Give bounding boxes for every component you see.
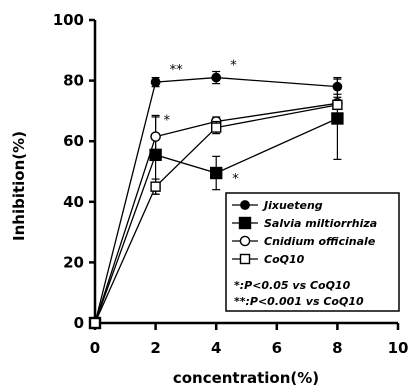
x-tick-label: 2 <box>150 339 160 357</box>
legend-label: Jixueteng <box>262 199 323 212</box>
series-coq10 <box>89 99 343 329</box>
significance-mark: * <box>230 59 237 74</box>
y-tick-label: 0 <box>74 314 84 332</box>
data-point <box>331 112 344 125</box>
significance-mark: * <box>232 172 239 187</box>
x-tick-label: 0 <box>90 339 100 357</box>
significance-note-2: **:P<0.001 vs CoQ10 <box>234 295 364 308</box>
legend-marker <box>240 200 250 210</box>
series-layer: ** *** <box>88 59 344 330</box>
series-line <box>94 76 338 324</box>
significance-note-1: *:P<0.05 vs CoQ10 <box>234 279 351 292</box>
y-tick-label: 40 <box>63 193 84 211</box>
legend-box <box>225 192 400 312</box>
series-line <box>94 102 338 324</box>
y-axis-title: Inhibition(%) <box>10 131 28 241</box>
axes <box>93 20 398 325</box>
x-tick-label: 6 <box>272 339 282 357</box>
series-line <box>94 117 338 324</box>
data-point <box>89 317 101 329</box>
x-axis-title: concentration(%) <box>173 369 319 387</box>
legend: Jixueteng Salvia miltiorrhiza Cnidium offi… <box>225 192 400 312</box>
legend-items: Jixueteng Salvia miltiorrhiza Cnidium offi… <box>232 199 377 266</box>
y-ticks: 0 20 40 60 80 100 <box>53 11 95 332</box>
series-line <box>94 104 338 324</box>
y-tick-label: 100 <box>53 11 84 29</box>
significance-mark: ** <box>170 63 184 78</box>
legend-marker <box>239 235 251 247</box>
y-tick-label: 20 <box>63 253 84 271</box>
x-tick-label: 10 <box>388 339 409 357</box>
y-tick-label: 60 <box>63 132 84 150</box>
x-tick-label: 4 <box>211 339 221 357</box>
legend-marker <box>239 253 251 265</box>
legend-item: Cnidium officinale <box>232 235 376 248</box>
data-point <box>210 122 222 133</box>
data-point <box>332 99 343 111</box>
x-tick-label: 8 <box>332 339 342 357</box>
data-point <box>150 77 161 88</box>
legend-item: Jixueteng <box>232 199 323 212</box>
legend-marker <box>238 216 252 230</box>
x-ticks: 0 2 4 6 8 10 <box>90 323 409 357</box>
legend-item: Salvia miltiorrhiza <box>232 216 377 230</box>
legend-label: Cnidium officinale <box>264 235 376 248</box>
significance-mark: * <box>164 114 171 129</box>
legend-label: Salvia miltiorrhiza <box>264 217 377 230</box>
legend-label: CoQ10 <box>264 253 305 266</box>
legend-item: CoQ10 <box>232 253 305 266</box>
data-point <box>211 72 222 83</box>
data-point <box>150 181 161 192</box>
data-point <box>209 166 223 180</box>
data-point <box>150 131 161 142</box>
y-tick-label: 80 <box>63 72 84 90</box>
